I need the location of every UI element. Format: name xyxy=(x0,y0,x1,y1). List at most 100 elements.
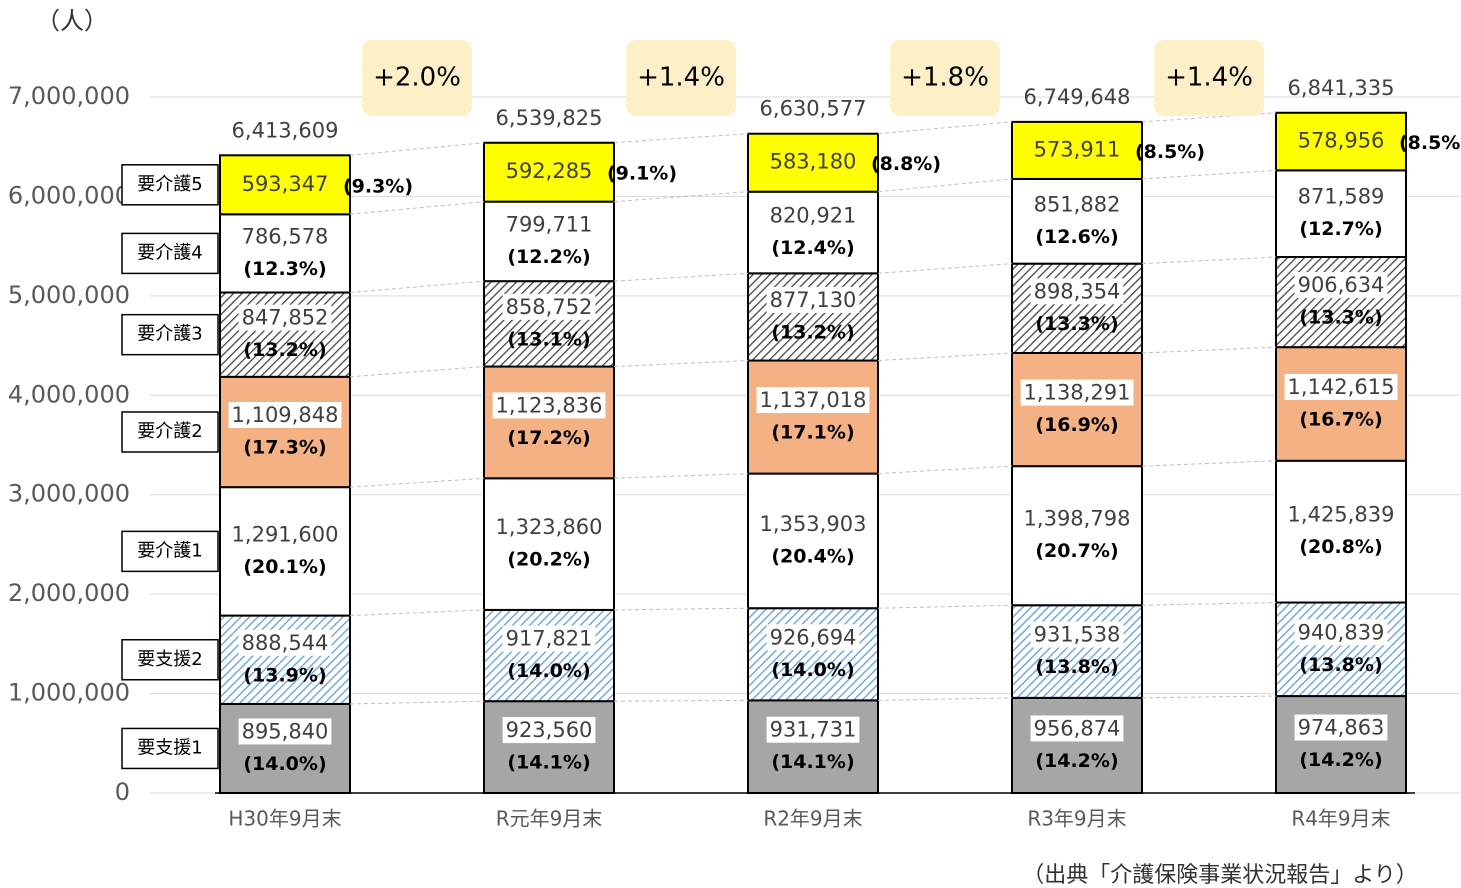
bar-segment xyxy=(747,272,879,362)
connector xyxy=(1141,169,1277,180)
connector xyxy=(877,178,1013,193)
connector xyxy=(349,201,485,215)
y-tick-label: 4,000,000 xyxy=(8,380,130,408)
connector xyxy=(1141,695,1277,699)
bar-segment xyxy=(483,365,615,480)
value-label: 931,731 xyxy=(770,718,857,742)
connector xyxy=(877,604,1013,609)
connector xyxy=(877,263,1013,274)
bar-segment xyxy=(1011,696,1143,794)
value-label: 858,752 xyxy=(506,295,593,319)
bar-segment xyxy=(483,477,615,611)
connector xyxy=(1141,346,1277,354)
value-label: 871,589 xyxy=(1298,185,1385,209)
connector xyxy=(613,360,749,368)
y-tick-label: 2,000,000 xyxy=(8,579,130,607)
share-label: (14.1%) xyxy=(771,751,854,773)
total-label: 6,630,577 xyxy=(760,97,867,121)
connector xyxy=(877,465,1013,475)
growth-label: +2.0% xyxy=(373,63,461,93)
series-name-box xyxy=(121,727,219,770)
connector xyxy=(1141,112,1277,123)
share-label: (13.3%) xyxy=(1035,313,1118,335)
bar-segment xyxy=(1275,601,1407,698)
bar-segment xyxy=(483,608,615,703)
label-bg xyxy=(238,170,332,197)
bar-segment xyxy=(1011,604,1143,699)
label-bg xyxy=(238,629,332,656)
series-name-box xyxy=(121,639,219,681)
value-label: 1,425,839 xyxy=(1288,503,1395,527)
share-label: (17.2%) xyxy=(507,427,590,449)
series-name: 要介護5 xyxy=(137,174,202,195)
share-label: (12.4%) xyxy=(771,237,854,259)
y-tick-label: 7,000,000 xyxy=(8,82,130,110)
share-label: (13.2%) xyxy=(243,339,326,361)
label-bg xyxy=(238,718,332,745)
connector xyxy=(613,473,749,479)
value-label: 592,285 xyxy=(506,159,593,183)
share-label: (8.8%) xyxy=(871,153,941,175)
share-label: (13.1%) xyxy=(507,328,590,350)
bar-segment xyxy=(1275,695,1407,794)
label-bg xyxy=(238,304,332,331)
bar-segment xyxy=(483,700,615,795)
value-label: 1,353,903 xyxy=(760,512,867,536)
series-name-box xyxy=(121,232,219,275)
label-bg xyxy=(1294,127,1388,154)
x-tick-label: R4年9月末 xyxy=(1291,807,1390,831)
bar-segment xyxy=(219,213,351,294)
label-bg xyxy=(1030,136,1124,163)
total-label: 6,413,609 xyxy=(232,118,339,142)
bar-segment xyxy=(219,702,351,795)
growth-box xyxy=(1154,40,1264,116)
bar-segment xyxy=(1011,262,1143,354)
y-tick-label: 0 xyxy=(115,778,130,806)
series-name: 要介護2 xyxy=(137,421,202,442)
connector xyxy=(349,142,485,156)
label-bg xyxy=(1030,715,1124,742)
label-bg xyxy=(1294,714,1388,741)
value-label: 578,956 xyxy=(1298,129,1385,153)
bar-segment xyxy=(219,375,351,489)
value-label: 895,840 xyxy=(242,719,329,743)
share-label: (12.7%) xyxy=(1299,218,1382,240)
y-unit: （人） xyxy=(36,7,108,35)
value-label: 917,821 xyxy=(506,627,593,651)
share-label: (14.1%) xyxy=(507,752,590,774)
label-bg xyxy=(502,625,596,652)
y-tick-label: 1,000,000 xyxy=(8,679,130,707)
value-label: 926,694 xyxy=(770,625,857,649)
label-bg xyxy=(502,293,596,320)
label-bg xyxy=(228,401,342,428)
growth-box xyxy=(626,40,736,116)
share-label: (14.0%) xyxy=(771,659,854,681)
bar-segment xyxy=(747,190,879,275)
label-bg xyxy=(766,286,860,313)
share-label: (14.2%) xyxy=(1299,749,1382,771)
label-bg xyxy=(492,392,606,419)
value-label: 898,354 xyxy=(1034,279,1121,303)
growth-box xyxy=(890,40,1000,116)
value-label: 573,911 xyxy=(1034,137,1121,161)
bar-segment xyxy=(747,607,879,702)
share-label: (16.9%) xyxy=(1035,414,1118,436)
y-tick-label: 5,000,000 xyxy=(8,281,130,309)
share-label: (13.2%) xyxy=(771,321,854,343)
total-label: 6,539,825 xyxy=(496,106,603,130)
total-label: 6,749,648 xyxy=(1024,85,1131,109)
value-label: 851,882 xyxy=(1034,192,1121,216)
x-tick-label: H30年9月末 xyxy=(228,807,341,831)
share-label: (13.3%) xyxy=(1299,307,1382,329)
x-tick-label: R3年9月末 xyxy=(1027,807,1126,831)
connector xyxy=(877,121,1013,135)
share-label: (14.2%) xyxy=(1035,750,1118,772)
share-label: (12.3%) xyxy=(243,258,326,280)
share-label: (17.3%) xyxy=(243,436,326,458)
series-name: 要介護1 xyxy=(137,540,202,561)
bar-segment xyxy=(1275,169,1407,259)
value-label: 1,138,291 xyxy=(1024,381,1131,405)
value-label: 1,123,836 xyxy=(496,393,603,417)
value-label: 1,291,600 xyxy=(232,522,339,546)
